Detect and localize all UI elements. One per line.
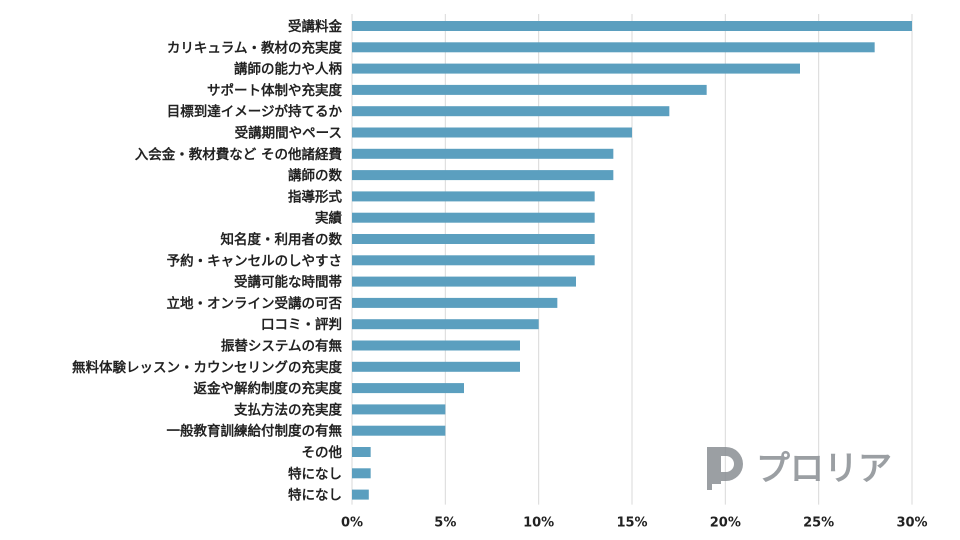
bar [352,489,369,500]
category-label: 実績 [315,210,342,227]
category-label: 支払方法の充実度 [233,401,342,418]
category-label: 特になし [288,487,342,504]
category-label: 無料体験レッスン・カウンセリングの充実度 [72,359,342,376]
category-label: 予約・キャンセルのしやすさ [167,252,342,269]
bar [352,383,464,394]
category-label: 振替システムの有無 [221,338,343,355]
bar [352,234,595,244]
x-tick-label: 20% [710,516,741,531]
bar [352,84,707,95]
category-label: 受講可能な時間帯 [234,274,342,291]
bar [352,255,595,266]
category-label: 講師の能力や人柄 [234,61,342,78]
category-label: 特になし [288,465,342,482]
x-tick-label: 15% [616,516,647,531]
category-label-layer: 受講料金カリキュラム・教材の充実度講師の能力や人柄サポート体制や充実度目標到達イ… [72,18,342,504]
bar [352,127,632,138]
bar [352,447,371,457]
bar [352,191,595,202]
bar [352,361,520,372]
bar [352,468,371,479]
bar [352,340,520,351]
x-tick-label: 30% [896,516,927,531]
bar [352,21,912,31]
category-label: 立地・オンライン受講の可否 [167,295,343,312]
category-label: 入会金・教材費など その他諸経費 [135,146,343,163]
category-label: 指導形式 [288,188,342,205]
bar-layer [352,21,912,500]
category-label: 知名度・利用者の数 [221,231,343,248]
category-label: 受講期間やペース [235,125,342,142]
x-tick-label: 0% [341,516,363,531]
x-tick-label: 25% [803,516,834,531]
bar [352,63,800,74]
category-label: カリキュラム・教材の充実度 [167,39,343,56]
brand-logo: プロリア [707,447,892,490]
tick-label-layer: 0% 5% 10% 15% 20% 25% 30% [341,516,928,531]
bar [352,404,446,415]
bar [352,148,614,159]
bar [352,425,446,436]
bar [352,170,614,181]
p-logo-icon [707,447,743,490]
bar [352,276,576,287]
x-tick-label: 10% [523,516,554,531]
category-label: 口コミ・評判 [261,316,342,333]
category-label: 目標到達イメージが持てるか [167,103,343,120]
category-label: サポート体制や充実度 [207,82,342,99]
bar [352,297,558,308]
bar [352,106,670,117]
bar [352,319,539,330]
bar [352,42,875,53]
category-label: 返金や解約制度の充実度 [194,380,343,397]
category-label: 講師の数 [288,167,342,184]
category-label: 一般教育訓練給付制度の有無 [167,423,343,440]
x-tick-label: 5% [434,516,456,531]
bar [352,212,595,223]
logo-text: プロリア [756,449,892,489]
category-label: 受講料金 [288,18,342,35]
category-label: その他 [302,444,343,461]
